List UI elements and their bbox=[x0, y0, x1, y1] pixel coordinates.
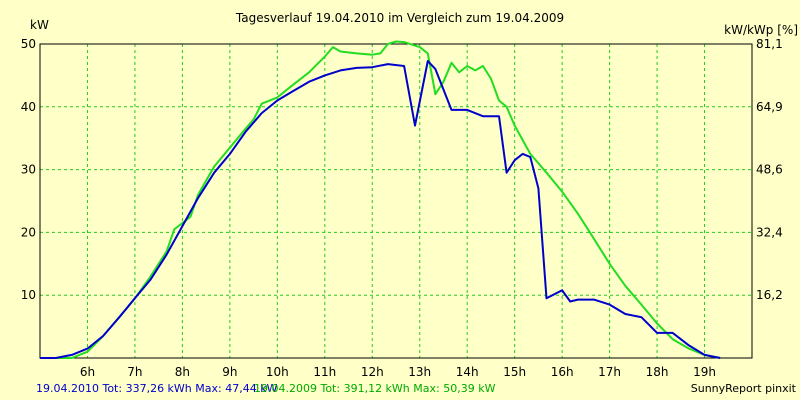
x-tick-label: 15h bbox=[503, 365, 526, 379]
x-tick-label: 19h bbox=[693, 365, 716, 379]
x-tick-label: 14h bbox=[456, 365, 479, 379]
grid bbox=[40, 44, 752, 358]
y-tick-label-right: 16,2 bbox=[756, 288, 783, 302]
x-tick-label: 13h bbox=[408, 365, 431, 379]
x-tick-label: 17h bbox=[598, 365, 621, 379]
chart-title: Tagesverlauf 19.04.2010 im Vergleich zum… bbox=[235, 11, 564, 25]
x-tick-labels: 6h 7h 8h 9h 10h 11h 12h 13h 14h 15h 16h 17h 18h 19h bbox=[80, 365, 716, 379]
x-tick-label: 18h bbox=[646, 365, 669, 379]
y-tick-label-right: 48,6 bbox=[756, 163, 783, 177]
footer-2009-summary: 19.04.2009 Tot: 391,12 kWh Max: 50,39 kW bbox=[254, 382, 496, 395]
series-line-19-04-2009 bbox=[40, 40, 721, 359]
x-tick-label: 8h bbox=[175, 365, 190, 379]
plot-frame bbox=[39, 43, 753, 359]
y-axis-left-label: kW bbox=[30, 18, 49, 32]
y-tick-label-right: 32,4 bbox=[756, 225, 783, 239]
y-tick-labels-right: 16,2 32,4 48,6 64,9 81,1 bbox=[756, 37, 783, 302]
series-group bbox=[40, 40, 721, 359]
y-tick-label-left: 20 bbox=[21, 225, 36, 239]
y-tick-label-left: 30 bbox=[21, 163, 36, 177]
y-tick-label-right: 64,9 bbox=[756, 100, 783, 114]
footer-2010-summary: 19.04.2010 Tot: 337,26 kWh Max: 47,44 kW bbox=[36, 382, 278, 395]
x-tick-label: 9h bbox=[222, 365, 237, 379]
series-line-19-04-2010 bbox=[40, 60, 721, 359]
x-tick-label: 11h bbox=[313, 365, 336, 379]
y-axis-right-label: kW/kWp [%] bbox=[724, 23, 798, 37]
y-tick-label-left: 10 bbox=[21, 288, 36, 302]
y-tick-label-left: 40 bbox=[21, 100, 36, 114]
x-tick-label: 10h bbox=[266, 365, 289, 379]
y-tick-labels-left: 10 20 30 40 50 bbox=[21, 37, 36, 302]
footer-credit: SunnyReport pinxit bbox=[691, 382, 797, 395]
x-tick-label: 7h bbox=[127, 365, 142, 379]
y-tick-label-right: 81,1 bbox=[756, 37, 783, 51]
x-tick-label: 6h bbox=[80, 365, 95, 379]
y-tick-label-left: 50 bbox=[21, 37, 36, 51]
x-tick-label: 12h bbox=[361, 365, 384, 379]
x-tick-label: 16h bbox=[551, 365, 574, 379]
